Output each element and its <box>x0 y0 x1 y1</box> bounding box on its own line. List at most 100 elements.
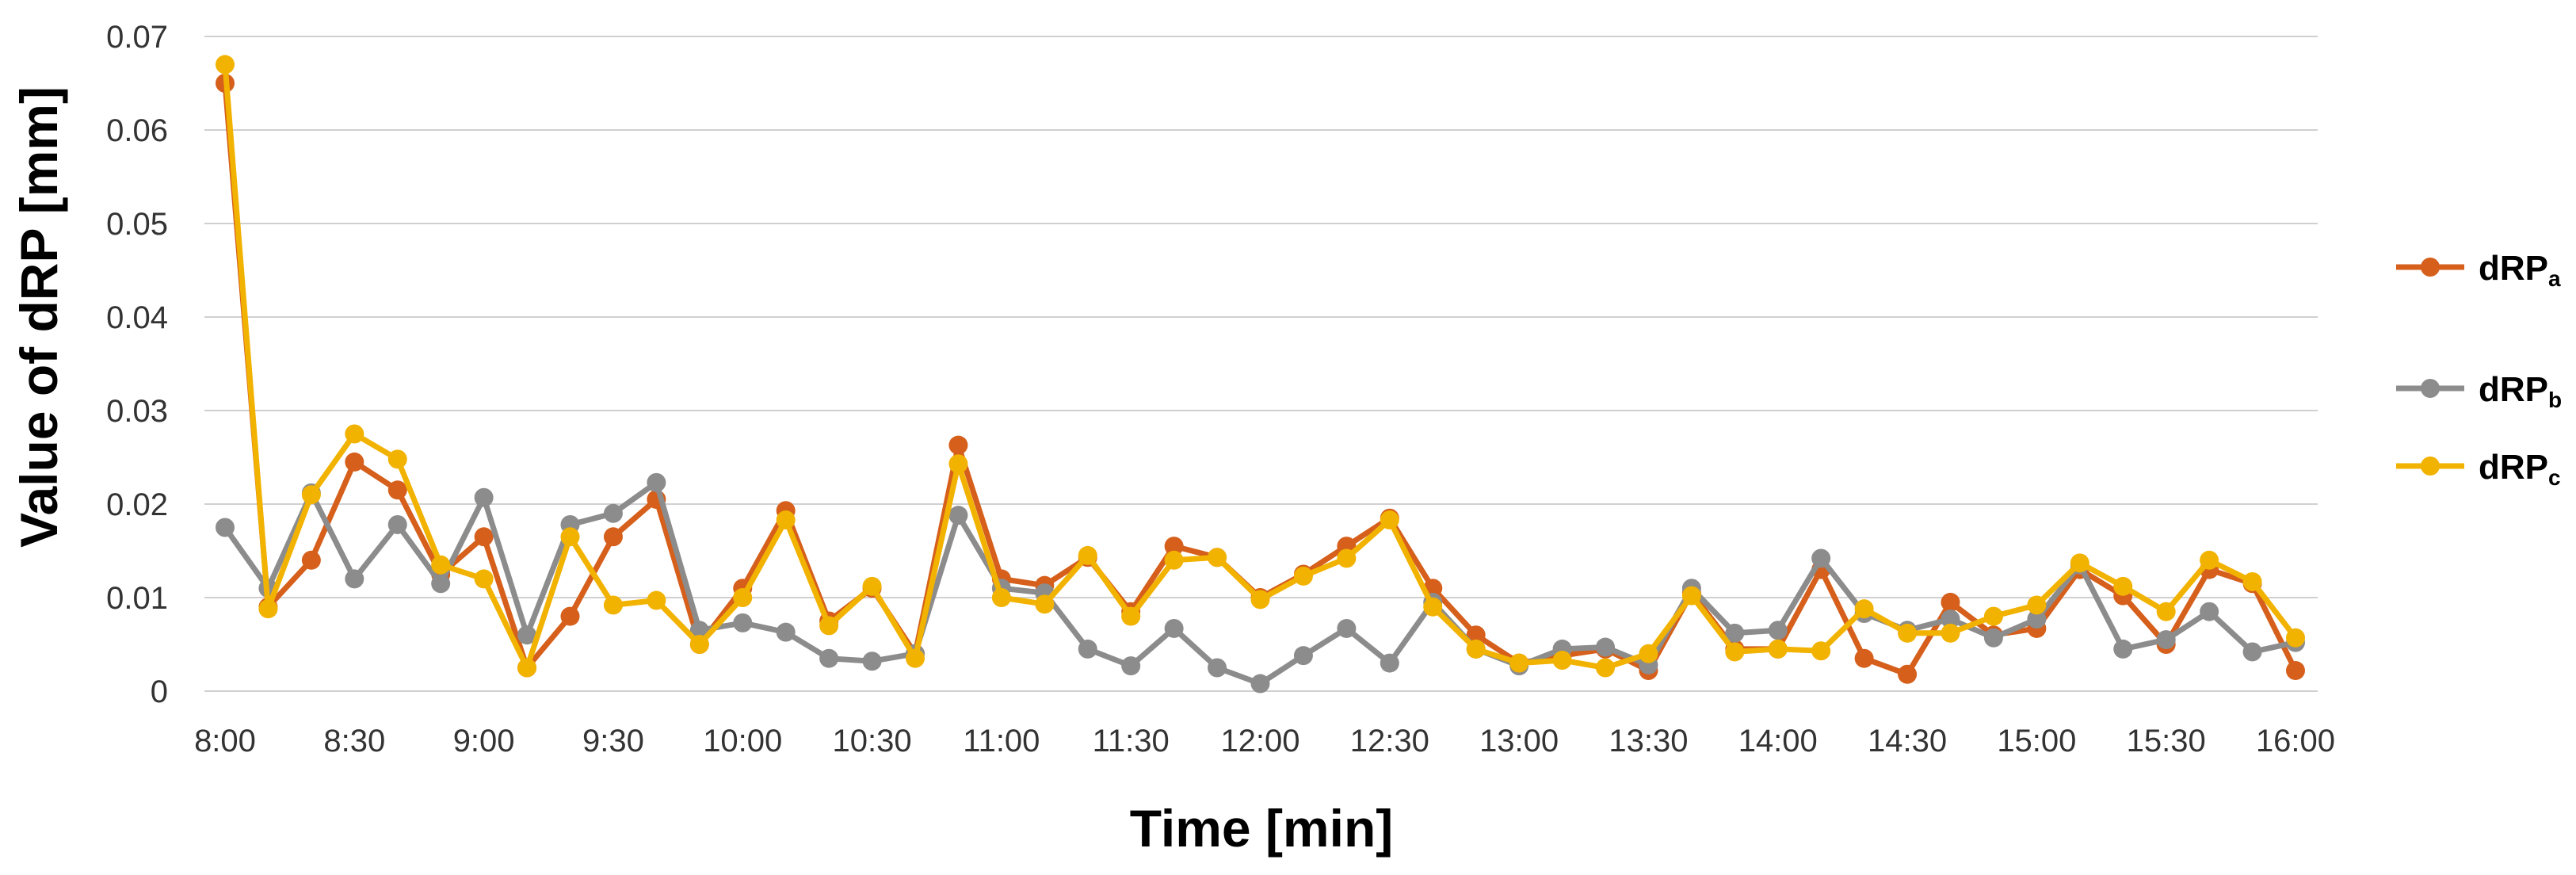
data-point <box>474 569 494 589</box>
data-point <box>1983 606 2003 626</box>
data-point <box>560 606 580 626</box>
data-point <box>689 621 709 640</box>
data-point <box>474 487 494 507</box>
x-tick-label: 12:30 <box>1350 724 1429 758</box>
legend-label: dRPc <box>2479 448 2561 490</box>
series-line <box>222 80 2299 678</box>
data-point <box>603 503 623 523</box>
y-axis-title: Value of dRP [mm] <box>10 86 68 548</box>
data-point <box>1941 609 1960 629</box>
data-point <box>387 480 407 500</box>
data-point <box>948 435 968 455</box>
data-point <box>647 472 666 492</box>
x-tick-label: 9:00 <box>453 724 515 758</box>
y-tick-label: 0.02 <box>106 487 168 522</box>
data-point <box>1208 548 1227 567</box>
data-point <box>1293 646 1313 666</box>
data-point <box>2113 639 2133 659</box>
data-point <box>1768 621 1788 640</box>
y-tick-label: 0.01 <box>106 581 168 616</box>
x-tick-label: 16:00 <box>2256 724 2335 758</box>
legend-swatch-marker <box>2421 258 2440 277</box>
x-tick-label: 10:30 <box>833 724 912 758</box>
x-axis-tick-labels: 8:00 8:30 9:00 9:30 10:00 10:30 11:00 11:30 12:0… <box>194 724 2335 758</box>
legend-label: dRPa <box>2479 249 2561 291</box>
data-point <box>517 625 537 645</box>
y-tick-label: 0.06 <box>106 113 168 148</box>
data-point <box>1078 545 1097 565</box>
x-tick-label: 11:30 <box>1093 724 1170 758</box>
data-point <box>991 588 1011 607</box>
series-line <box>222 61 2299 671</box>
legend-label-name: dRP <box>2479 370 2548 409</box>
data-point <box>2242 571 2262 591</box>
series-layer <box>216 55 2305 694</box>
data-point <box>1423 597 1443 617</box>
x-tick-label: 15:00 <box>1997 724 2076 758</box>
data-point <box>216 55 235 75</box>
data-point <box>1380 510 1399 530</box>
data-point <box>603 595 623 615</box>
data-point <box>1466 639 1486 659</box>
data-point <box>2242 642 2262 662</box>
data-point <box>2027 609 2047 629</box>
data-point <box>948 454 968 474</box>
data-point <box>1380 653 1399 673</box>
data-point <box>1078 639 1097 659</box>
data-point <box>1466 625 1486 645</box>
x-tick-label: 8:00 <box>194 724 256 758</box>
legend-label-name: dRP <box>2479 448 2548 487</box>
data-point <box>431 555 451 575</box>
data-point <box>431 574 451 594</box>
data-point <box>2286 661 2305 681</box>
data-point <box>1681 586 1701 606</box>
x-tick-label: 14:00 <box>1738 724 1818 758</box>
x-tick-label: 10:00 <box>703 724 782 758</box>
data-point <box>1121 606 1141 626</box>
data-point <box>258 599 278 619</box>
legend-item: dRPb <box>2396 370 2562 412</box>
y-axis-tick-labels: 0 0.01 0.02 0.03 0.04 0.05 0.06 0.07 <box>106 20 168 709</box>
data-point <box>560 527 580 547</box>
series-drp-c <box>216 55 2305 678</box>
data-point <box>1250 674 1270 694</box>
y-tick-label: 0.03 <box>106 394 168 429</box>
data-point <box>1596 658 1615 678</box>
data-point <box>1725 623 1745 643</box>
data-point <box>2070 553 2089 573</box>
data-point <box>517 658 537 678</box>
data-point <box>862 651 882 671</box>
data-point <box>387 449 407 469</box>
data-point <box>1337 548 1357 568</box>
x-tick-label: 14:30 <box>1868 724 1947 758</box>
legend-swatch-marker <box>2421 379 2440 398</box>
data-point <box>1768 639 1788 659</box>
data-point <box>1596 637 1615 657</box>
gridlines <box>204 36 2318 692</box>
data-point <box>906 648 925 668</box>
data-point <box>474 527 494 547</box>
data-point <box>1898 623 1918 643</box>
x-tick-label: 13:00 <box>1479 724 1559 758</box>
legend-item: dRPc <box>2396 448 2561 490</box>
legend-label-subscript: c <box>2548 465 2561 490</box>
data-point <box>819 616 839 636</box>
data-point <box>1725 642 1745 662</box>
data-point <box>1639 644 1658 663</box>
data-point <box>301 485 321 505</box>
x-tick-label: 12:00 <box>1220 724 1299 758</box>
data-point <box>733 588 753 607</box>
data-point <box>387 514 407 534</box>
data-point <box>1941 623 1960 643</box>
data-point <box>647 590 666 610</box>
data-point <box>2027 595 2047 615</box>
data-point <box>1121 656 1141 676</box>
data-point <box>1250 590 1270 609</box>
data-point <box>1854 648 1874 668</box>
data-point <box>2113 576 2133 596</box>
legend-swatch-marker <box>2421 457 2440 476</box>
data-point <box>1983 628 2003 648</box>
legend-label: dRPb <box>2479 370 2562 412</box>
legend-label-name: dRP <box>2479 249 2548 288</box>
